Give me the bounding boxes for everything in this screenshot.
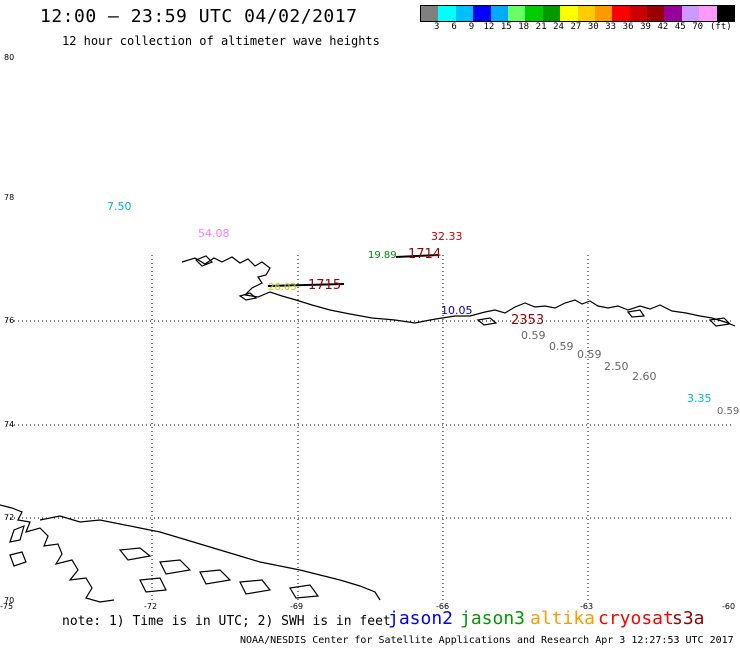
coastline-island bbox=[289, 584, 320, 599]
coastline-island bbox=[199, 569, 232, 585]
color-scale-label: 30 bbox=[587, 22, 599, 32]
coastline-island bbox=[239, 579, 272, 595]
color-swatch bbox=[716, 6, 735, 21]
longitude-label: -69 bbox=[290, 602, 303, 611]
coastline-island bbox=[476, 317, 498, 326]
color-scale-label: 15 bbox=[500, 22, 512, 32]
color-scale-label: 27 bbox=[570, 22, 582, 32]
legend-jason3: jason3 bbox=[460, 608, 526, 629]
wave-height-value: 32.33 bbox=[431, 230, 463, 243]
coastline-island bbox=[626, 309, 646, 318]
color-scale-labels: (ft) 3 6 9 12 15 18 21 24 27 30 33 36 39 42 45 70 bbox=[420, 22, 732, 34]
satellite-tracks bbox=[267, 254, 439, 287]
color-scale-label: 6 bbox=[451, 22, 457, 32]
longitude-label: -75 bbox=[0, 602, 13, 611]
legend-s3a: s3a bbox=[672, 608, 705, 629]
latitude-label: 70 bbox=[4, 596, 14, 605]
color-scale-label: 42 bbox=[657, 22, 669, 32]
latitude-label: 76 bbox=[4, 316, 14, 325]
color-scale-label: 9 bbox=[468, 22, 475, 32]
color-scale-label: 12 bbox=[483, 22, 495, 32]
wave-height-value: 26.03 bbox=[268, 282, 297, 293]
coastline-island bbox=[708, 317, 732, 327]
wave-height-value: 10.05 bbox=[441, 304, 473, 317]
coastline-island bbox=[194, 255, 214, 267]
wave-height-value: 3.35 bbox=[687, 392, 712, 405]
color-swatch bbox=[664, 6, 682, 21]
color-swatch bbox=[681, 6, 700, 21]
wave-height-value: 2.60 bbox=[632, 370, 657, 383]
wave-height-color-scale bbox=[420, 5, 736, 22]
chart-subtitle: 12 hour collection of altimeter wave hei… bbox=[62, 34, 380, 48]
greenland-coastline bbox=[181, 256, 736, 327]
color-scale-label: 33 bbox=[605, 22, 617, 32]
color-swatch bbox=[560, 6, 578, 21]
canada-coastline bbox=[39, 515, 381, 601]
latitude-label: 72 bbox=[4, 513, 14, 522]
color-scale-unit: (ft) bbox=[710, 22, 732, 32]
color-scale-label: 24 bbox=[553, 22, 564, 32]
legend-cryosat: cryosat bbox=[598, 608, 674, 629]
latitude-label: 78 bbox=[4, 193, 14, 202]
coastline-island bbox=[139, 577, 167, 593]
color-scale-label: 70 bbox=[692, 22, 704, 32]
wave-height-value: 2.50 bbox=[604, 360, 629, 373]
coastline-island bbox=[9, 551, 27, 567]
wave-height-value: 0.59 bbox=[717, 406, 739, 417]
color-swatch bbox=[612, 6, 630, 21]
latitude-label: 80 bbox=[4, 53, 14, 62]
longitude-label: -63 bbox=[580, 602, 593, 611]
coastline-island bbox=[238, 292, 258, 301]
axis-tick-labels: 80 78 76 74 72 70-75 -72 -69 -66 -63 -60 bbox=[0, 53, 735, 611]
legend-jason2: jason2 bbox=[388, 608, 454, 629]
color-scale-label: 45 bbox=[674, 22, 686, 32]
lat-lon-grid bbox=[6, 255, 734, 602]
wave-height-value: 2353 bbox=[511, 313, 544, 328]
longitude-label: -72 bbox=[144, 602, 157, 611]
color-swatch bbox=[525, 6, 543, 21]
credit-line: NOAA/NESDIS Center for Satellite Applica… bbox=[240, 635, 734, 646]
wave-height-value: 7.50 bbox=[107, 200, 132, 213]
color-swatch bbox=[455, 6, 474, 21]
coastline bbox=[0, 255, 736, 603]
wave-height-value: 0.59 bbox=[577, 348, 602, 361]
color-swatch bbox=[629, 6, 648, 21]
footer-note: note: 1) Time is in UTC; 2) SWH is in fe… bbox=[62, 614, 391, 629]
longitude-label: -66 bbox=[436, 602, 449, 611]
canada-coastline bbox=[0, 504, 115, 603]
color-swatch bbox=[647, 6, 665, 21]
altika-track bbox=[267, 283, 345, 287]
wave-height-observations: 7.50 54.08 32.33 19.89 1714 26.03 1715 10.05 235… bbox=[107, 200, 739, 417]
color-swatch bbox=[507, 6, 526, 21]
color-swatch bbox=[594, 6, 613, 21]
wave-height-value: 0.59 bbox=[549, 340, 574, 353]
color-swatch bbox=[438, 6, 456, 21]
color-scale-label: 18 bbox=[518, 22, 530, 32]
wave-height-value: 1715 bbox=[308, 278, 341, 293]
wave-height-value: 0.59 bbox=[521, 329, 546, 342]
color-scale-label: 39 bbox=[640, 22, 651, 32]
legend-altika: altika bbox=[530, 608, 596, 629]
color-scale-label: 21 bbox=[535, 22, 547, 32]
coastline-island bbox=[159, 559, 192, 575]
color-swatch bbox=[577, 6, 595, 21]
color-scale-label: 36 bbox=[622, 22, 634, 32]
chart-title: 12:00 – 23:59 UTC 04/02/2017 bbox=[40, 6, 358, 27]
jason3-track bbox=[395, 254, 439, 258]
color-swatch bbox=[542, 6, 561, 21]
coastline-island bbox=[9, 524, 25, 543]
longitude-label: -60 bbox=[722, 602, 735, 611]
latitude-label: 74 bbox=[4, 420, 14, 429]
coastline-island bbox=[118, 547, 152, 561]
color-swatch bbox=[699, 6, 717, 21]
color-swatch bbox=[421, 6, 439, 21]
wave-height-value: 1714 bbox=[408, 247, 441, 262]
color-scale-label: 3 bbox=[433, 22, 440, 32]
wave-height-value: 54.08 bbox=[198, 227, 230, 240]
color-swatch bbox=[473, 6, 491, 21]
wave-height-value: 19.89 bbox=[368, 250, 397, 261]
color-swatch bbox=[490, 6, 508, 21]
